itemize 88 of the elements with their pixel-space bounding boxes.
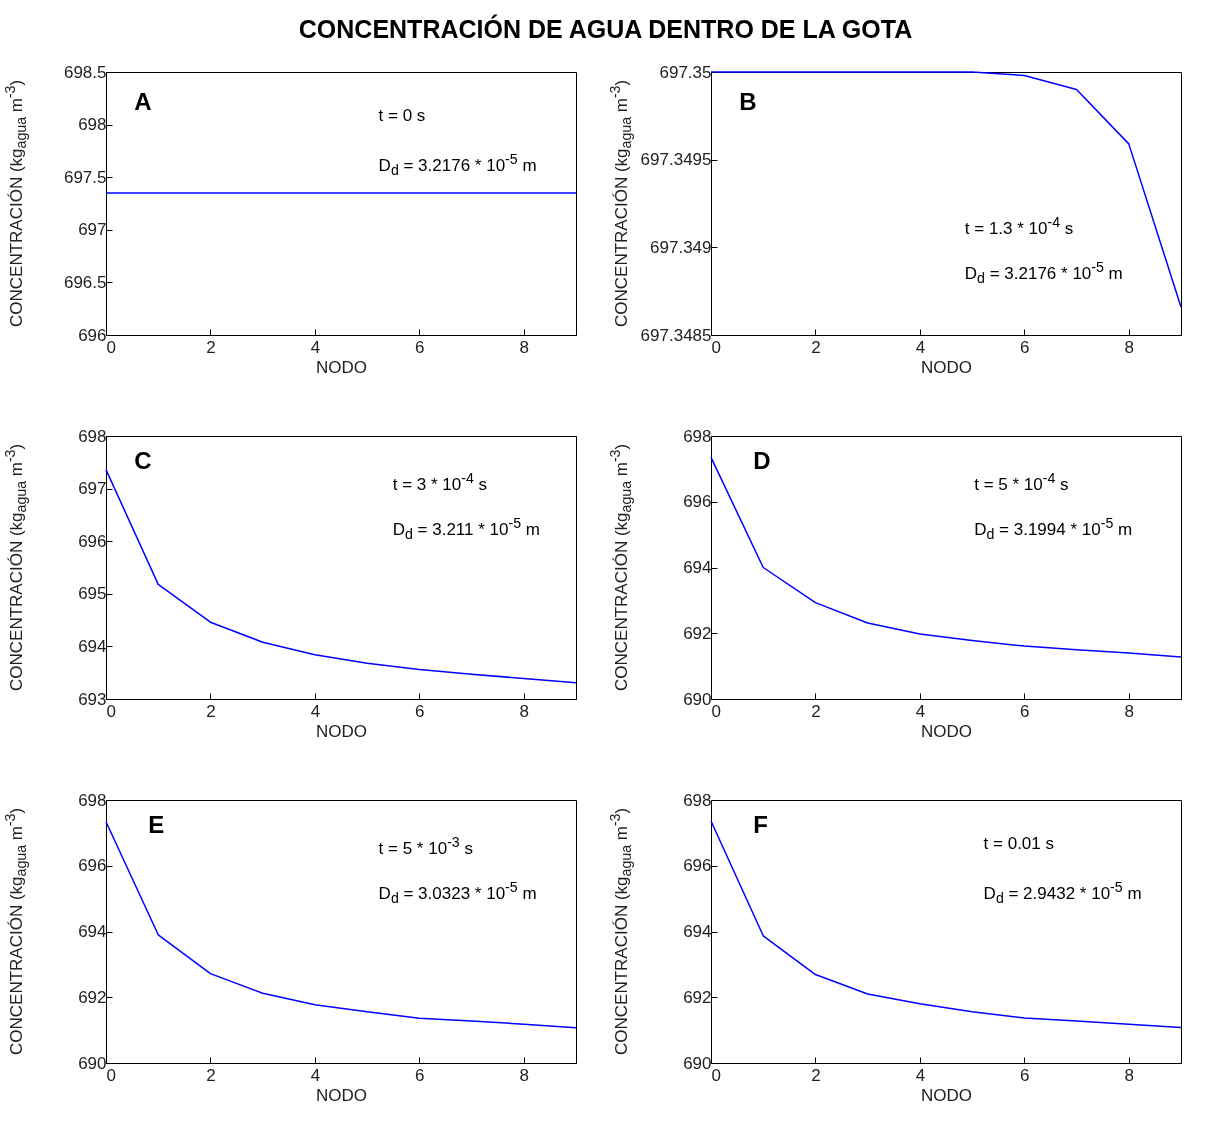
y-tick-label: 694 bbox=[78, 922, 107, 941]
x-axis-title: NODO bbox=[921, 721, 972, 741]
y-tick-label: 692 bbox=[683, 623, 712, 643]
x-tick-label: 0 bbox=[106, 337, 116, 357]
annotation: t = 0 s bbox=[378, 106, 426, 127]
y-tick-label: 697.5 bbox=[63, 167, 107, 187]
x-tick-label: 4 bbox=[915, 701, 926, 721]
annotation: C bbox=[134, 446, 152, 475]
x-axis-title: NODO bbox=[316, 721, 367, 741]
annotation: D$_{d}$ = 3.211 * 10$^{-5}$ m bbox=[392, 514, 540, 542]
y-tick-label: 696 bbox=[683, 856, 712, 876]
x-axis-title: NODO bbox=[316, 357, 367, 377]
y-tick-label: 696 bbox=[78, 856, 107, 876]
chart-title: CONCENTRACIÓN DE AGUA DENTRO DE LA GOTA bbox=[297, 13, 914, 45]
line-series bbox=[710, 71, 1182, 308]
x-tick-label: 2 bbox=[206, 701, 216, 721]
y-tick-label: 698 bbox=[78, 426, 107, 446]
x-tick-label: 2 bbox=[811, 1065, 821, 1085]
x-tick-label: 0 bbox=[711, 1065, 721, 1085]
x-tick-label: 4 bbox=[310, 701, 321, 721]
x-tick-label: 6 bbox=[1020, 1065, 1030, 1085]
y-tick-label: 695 bbox=[78, 584, 107, 604]
y-tick-label: 697.3495 bbox=[640, 150, 712, 170]
y-tick-label: 693 bbox=[78, 689, 107, 709]
annotation: t = 1.3 * 10$^{-4}$ s bbox=[964, 214, 1074, 239]
y-tick-label: 698 bbox=[78, 790, 107, 810]
annotation: D$_{d}$ = 3.0323 * 10$^{-5}$ m bbox=[378, 878, 537, 906]
x-tick-label: 0 bbox=[106, 1065, 116, 1085]
x-tick-label: 0 bbox=[711, 337, 721, 357]
annotation: t = 5 * 10$^{-4}$ s bbox=[974, 470, 1069, 495]
annotation: t = 5 * 10$^{-3}$ s bbox=[378, 834, 473, 859]
x-tick-label: 6 bbox=[415, 701, 425, 721]
annotation: F bbox=[753, 810, 768, 839]
annotation: t = 0.01 s bbox=[983, 834, 1055, 855]
x-tick-label: 8 bbox=[1124, 701, 1135, 721]
y-tick-label: 690 bbox=[78, 1053, 107, 1073]
x-tick-label: 6 bbox=[1020, 337, 1030, 357]
y-tick-label: 696 bbox=[78, 325, 107, 345]
x-tick-label: 6 bbox=[1020, 701, 1030, 721]
y-tick-label: 696.5 bbox=[63, 272, 107, 292]
y-tick-label: 694 bbox=[683, 558, 712, 577]
x-tick-label: 4 bbox=[310, 337, 321, 357]
y-tick-label: 690 bbox=[683, 689, 712, 709]
y-tick-label: 690 bbox=[683, 1053, 712, 1073]
y-tick-label: 697.349 bbox=[650, 237, 712, 257]
annotation: D$_{d}$ = 3.2176 * 10$^{-5}$ m bbox=[964, 258, 1123, 286]
annotation: t = 3 * 10$^{-4}$ s bbox=[392, 470, 488, 495]
annotation: D$_{d}$ = 3.2176 * 10$^{-5}$ m bbox=[378, 150, 537, 178]
annotation: D$_{d}$ = 2.9432 * 10$^{-5}$ m bbox=[983, 878, 1142, 906]
x-tick-label: 6 bbox=[415, 1065, 425, 1085]
y-tick-label: 692 bbox=[683, 987, 712, 1007]
annotation: B bbox=[739, 87, 757, 116]
y-tick-label: 698.5 bbox=[63, 62, 107, 82]
y-tick-label: 697 bbox=[78, 220, 107, 240]
annotation: D$_{d}$ = 3.1994 * 10$^{-5}$ m bbox=[974, 514, 1133, 542]
y-tick-label: 697.35 bbox=[659, 62, 712, 82]
y-tick-label: 694 bbox=[78, 636, 107, 656]
x-tick-label: 0 bbox=[106, 701, 116, 721]
y-tick-label: 694 bbox=[683, 922, 712, 941]
x-tick-label: 2 bbox=[206, 1065, 216, 1085]
x-tick-label: 4 bbox=[310, 1065, 321, 1085]
x-tick-label: 2 bbox=[811, 701, 821, 721]
line-series bbox=[105, 468, 577, 684]
x-axis-title: NODO bbox=[921, 1085, 972, 1105]
x-tick-label: 2 bbox=[811, 337, 821, 357]
y-tick-label: 692 bbox=[78, 987, 107, 1007]
x-tick-label: 6 bbox=[415, 337, 425, 357]
x-tick-label: 8 bbox=[519, 701, 530, 721]
x-axis-title: NODO bbox=[316, 1085, 367, 1105]
annotation: D bbox=[753, 446, 771, 475]
y-tick-label: 698 bbox=[78, 115, 107, 135]
x-tick-label: 8 bbox=[519, 1065, 530, 1085]
x-tick-label: 8 bbox=[1124, 337, 1135, 357]
x-tick-label: 0 bbox=[711, 701, 721, 721]
y-tick-label: 698 bbox=[683, 790, 712, 810]
x-tick-label: 8 bbox=[1124, 1065, 1135, 1085]
x-tick-label: 8 bbox=[519, 337, 530, 357]
x-axis-title: NODO bbox=[921, 357, 972, 377]
y-tick-label: 698 bbox=[683, 426, 712, 446]
x-tick-label: 4 bbox=[915, 337, 926, 357]
annotation: E bbox=[148, 810, 165, 839]
y-tick-label: 697.3485 bbox=[640, 325, 712, 345]
y-tick-label: 696 bbox=[683, 492, 712, 512]
y-tick-label: 697 bbox=[78, 479, 107, 499]
x-tick-label: 4 bbox=[915, 1065, 926, 1085]
annotation: A bbox=[134, 87, 152, 116]
x-tick-label: 2 bbox=[206, 337, 216, 357]
y-tick-label: 696 bbox=[78, 531, 107, 551]
